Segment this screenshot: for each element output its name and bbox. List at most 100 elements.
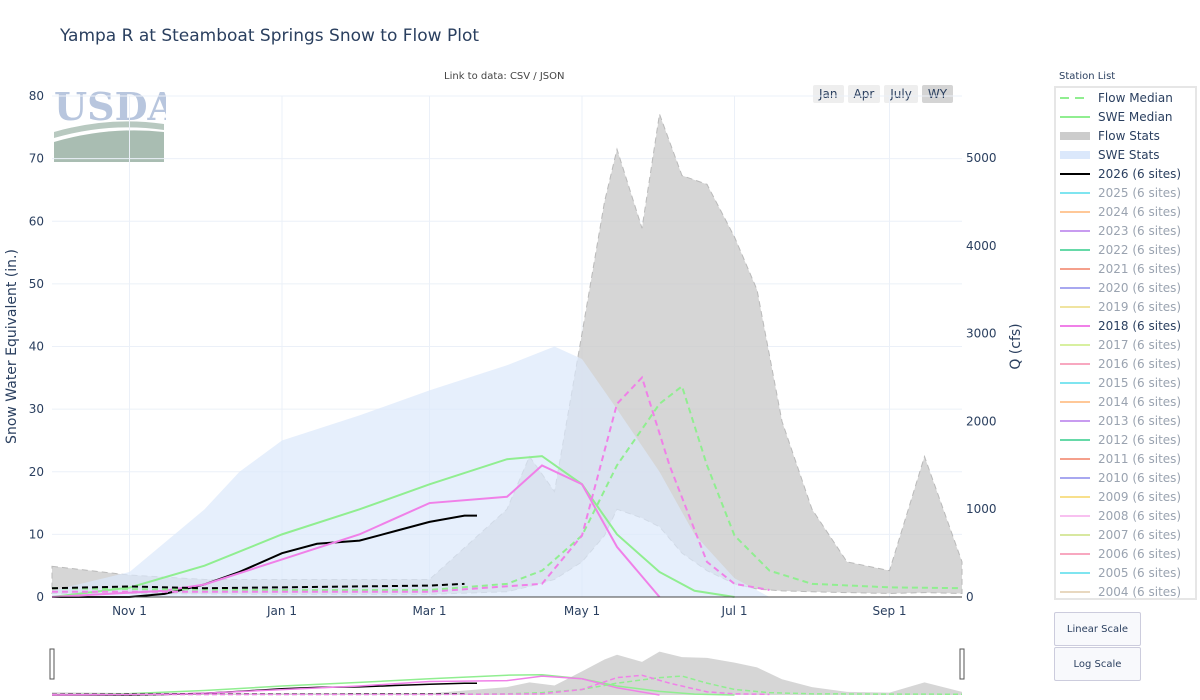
legend-item[interactable]: 2009 (6 sites) <box>1056 487 1195 506</box>
legend-swatch <box>1060 131 1090 140</box>
series-line <box>52 514 477 598</box>
legend-item[interactable]: 2024 (6 sites) <box>1056 202 1195 221</box>
legend-swatch <box>1060 381 1090 384</box>
legend-item[interactable]: 2017 (6 sites) <box>1056 335 1195 354</box>
legend-label: 2010 (6 sites) <box>1098 470 1182 485</box>
range-button-apr[interactable]: Apr <box>847 85 881 103</box>
legend-item[interactable]: 2023 (6 sites) <box>1056 221 1195 240</box>
range-slider-handle-right[interactable] <box>959 648 965 680</box>
legend-item[interactable]: 2018 (6 sites) <box>1056 316 1195 335</box>
log-scale-button[interactable]: Log Scale <box>1054 647 1141 681</box>
y2-tick-label: 2000 <box>966 414 997 428</box>
legend-item[interactable]: 2022 (6 sites) <box>1056 240 1195 259</box>
legend-item[interactable]: 2013 (6 sites) <box>1056 411 1195 430</box>
legend-label: 2016 (6 sites) <box>1098 356 1182 371</box>
legend-label: 2005 (6 sites) <box>1098 565 1182 580</box>
legend-label: 2022 (6 sites) <box>1098 242 1182 257</box>
legend-item[interactable]: 2010 (6 sites) <box>1056 468 1195 487</box>
legend-swatch <box>1060 172 1090 175</box>
range-button-jan[interactable]: Jan <box>813 85 844 103</box>
legend-label: 2011 (6 sites) <box>1098 451 1182 466</box>
legend-item[interactable]: 2007 (6 sites) <box>1056 525 1195 544</box>
legend-label: 2014 (6 sites) <box>1098 394 1182 409</box>
y-tick-label: 60 <box>29 214 44 228</box>
range-button-july[interactable]: July <box>884 85 918 103</box>
x-tick-label: Jul 1 <box>721 604 748 618</box>
linear-scale-button[interactable]: Linear Scale <box>1054 612 1141 646</box>
legend-swatch <box>1060 150 1090 159</box>
legend-label: 2026 (6 sites) <box>1098 166 1182 181</box>
legend-item[interactable]: Flow Stats <box>1056 126 1195 145</box>
legend-swatch <box>1060 210 1090 213</box>
legend-swatch <box>1060 514 1090 517</box>
legend-swatch <box>1060 305 1090 308</box>
legend-swatch <box>1060 248 1090 251</box>
legend-label: 2013 (6 sites) <box>1098 413 1182 428</box>
x-tick-label: Mar 1 <box>412 604 446 618</box>
legend-swatch <box>1060 191 1090 194</box>
legend-item[interactable]: 2008 (6 sites) <box>1056 506 1195 525</box>
legend-swatch <box>1060 229 1090 232</box>
chart-title: Yampa R at Steamboat Springs Snow to Flo… <box>60 26 480 46</box>
legend-swatch <box>1060 552 1090 555</box>
data-link[interactable]: Link to data: CSV / JSON <box>444 71 565 82</box>
legend-item[interactable]: SWE Median <box>1056 107 1195 126</box>
legend-label: SWE Stats <box>1098 147 1160 162</box>
y-tick-label: 20 <box>29 465 44 479</box>
legend-label: 2025 (6 sites) <box>1098 185 1182 200</box>
series-line <box>51 384 963 591</box>
legend-label: 2017 (6 sites) <box>1098 337 1182 352</box>
legend-swatch <box>1060 457 1090 460</box>
range-slider-line <box>51 673 735 696</box>
legend-label: SWE Median <box>1098 109 1173 124</box>
legend-swatch <box>1060 286 1090 289</box>
legend-label: 2015 (6 sites) <box>1098 375 1182 390</box>
legend-label: 2018 (6 sites) <box>1098 318 1182 333</box>
y-tick-label: 80 <box>29 89 44 103</box>
legend-item[interactable]: 2026 (6 sites) <box>1056 164 1195 183</box>
x-tick-label: May 1 <box>564 604 600 618</box>
legend-swatch <box>1060 571 1090 574</box>
legend-item[interactable]: 2011 (6 sites) <box>1056 449 1195 468</box>
y-tick-label: 10 <box>29 527 44 541</box>
legend-item[interactable]: 2020 (6 sites) <box>1056 278 1195 297</box>
legend-item[interactable]: 2014 (6 sites) <box>1056 392 1195 411</box>
legend-item[interactable]: 2015 (6 sites) <box>1056 373 1195 392</box>
legend-label: Flow Stats <box>1098 128 1160 143</box>
legend-item[interactable]: 2005 (6 sites) <box>1056 563 1195 582</box>
legend-label: 2009 (6 sites) <box>1098 489 1182 504</box>
range-slider-line <box>52 674 770 696</box>
legend-label: 2020 (6 sites) <box>1098 280 1182 295</box>
legend-swatch <box>1060 324 1090 327</box>
range-slider-handle-left[interactable] <box>49 648 55 680</box>
svg-text:USDA: USDA <box>54 86 166 129</box>
series-line <box>52 375 770 593</box>
legend-item[interactable]: SWE Stats <box>1056 145 1195 164</box>
legend-item[interactable]: 2012 (6 sites) <box>1056 430 1195 449</box>
legend-label: 2007 (6 sites) <box>1098 527 1182 542</box>
legend-item[interactable]: 2004 (6 sites) <box>1056 582 1195 599</box>
legend-item[interactable]: 2016 (6 sites) <box>1056 354 1195 373</box>
x-tick-label: Sep 1 <box>872 604 906 618</box>
legend-item[interactable]: Flow Median <box>1056 88 1195 107</box>
legend-swatch <box>1060 400 1090 403</box>
y-tick-label: 40 <box>29 340 44 354</box>
range-slider-flow-band <box>52 651 962 695</box>
swe-stats-band <box>52 346 770 597</box>
legend-item[interactable]: 2025 (6 sites) <box>1056 183 1195 202</box>
usda-logo: USDA <box>54 84 178 166</box>
series-line <box>51 464 661 598</box>
legend-swatch <box>1060 343 1090 346</box>
range-button-wy[interactable]: WY <box>921 85 954 103</box>
legend-item[interactable]: 2006 (6 sites) <box>1056 544 1195 563</box>
legend-swatch <box>1060 419 1090 422</box>
legend-label: 2012 (6 sites) <box>1098 432 1182 447</box>
legend-item[interactable]: 2021 (6 sites) <box>1056 259 1195 278</box>
legend-label: Flow Median <box>1098 90 1173 105</box>
legend-label: 2004 (6 sites) <box>1098 584 1182 599</box>
legend-swatch <box>1060 438 1090 441</box>
legend-item[interactable]: 2019 (6 sites) <box>1056 297 1195 316</box>
legend-label: 2019 (6 sites) <box>1098 299 1182 314</box>
y-tick-label: 50 <box>29 277 44 291</box>
range-slider-line <box>51 675 963 696</box>
